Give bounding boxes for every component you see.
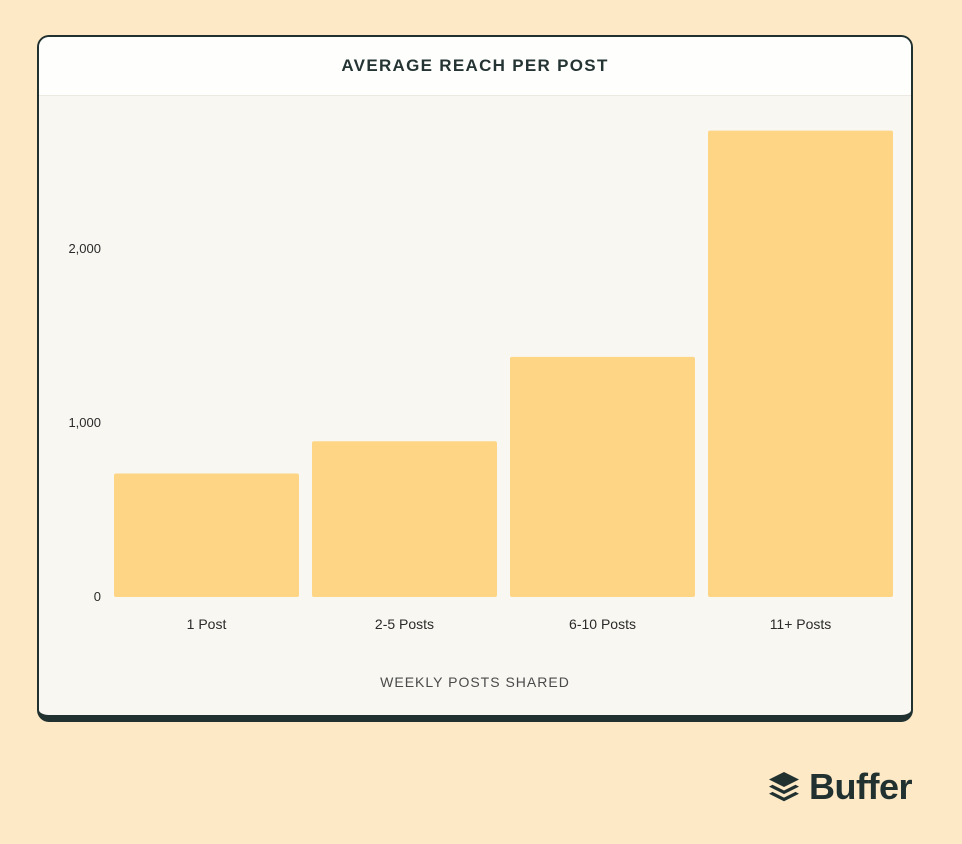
bar — [114, 473, 299, 597]
y-tick-label: 0 — [94, 589, 101, 604]
x-category-label: 6-10 Posts — [569, 616, 636, 632]
chart-card: AVERAGE REACH PER POST 0 1,000 2,000 1 Post… — [37, 35, 913, 722]
x-axis-title: WEEKLY POSTS SHARED — [380, 674, 570, 690]
x-category-label: 2-5 Posts — [375, 616, 434, 632]
y-tick-label: 1,000 — [68, 415, 101, 430]
brand-name: Buffer — [809, 766, 913, 807]
bar-chart: 0 1,000 2,000 1 Post 2-5 Posts 6-10 Posts 11+ … — [68, 130, 893, 690]
x-category-label: 11+ Posts — [770, 616, 832, 632]
y-tick-label: 2,000 — [68, 241, 101, 256]
brand-logo: Buffer — [767, 766, 913, 808]
chart-header: AVERAGE REACH PER POST — [39, 37, 911, 96]
buffer-stack-icon — [769, 772, 799, 802]
chart-title: AVERAGE REACH PER POST — [341, 56, 609, 75]
x-category-label: 1 Post — [187, 616, 227, 632]
bar — [708, 130, 893, 597]
bar — [510, 356, 695, 597]
bar — [312, 441, 497, 597]
